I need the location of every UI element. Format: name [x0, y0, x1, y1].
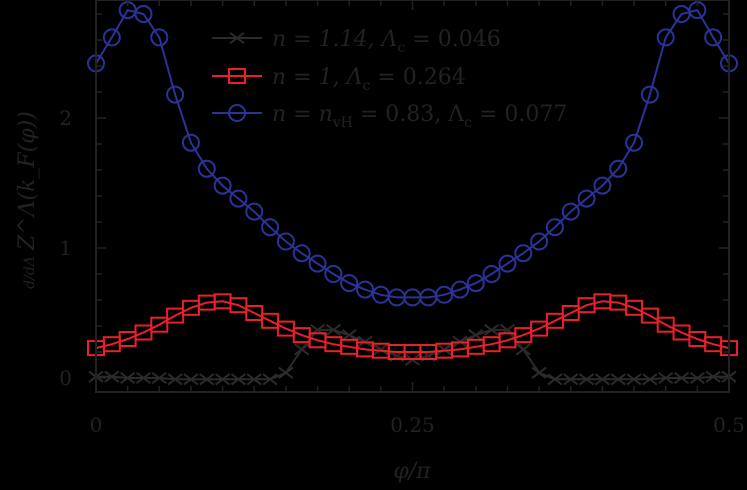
- data-point-marker: [450, 280, 469, 299]
- legend-item-n1: n = 1, Λc = 0.264: [272, 65, 466, 94]
- data-point-marker: [120, 371, 136, 385]
- series-1: [87, 293, 738, 360]
- svg-text:n = nvH = 0.83, Λc = 0.077: n = nvH = 0.83, Λc = 0.077: [272, 102, 567, 131]
- data-point-marker: [593, 176, 612, 195]
- svg-text:n = 1.14, Λc = 0.046: n = 1.14, Λc = 0.046: [272, 27, 501, 56]
- data-point-marker: [436, 343, 452, 356]
- series-2: [87, 1, 738, 307]
- data-point-marker: [689, 371, 705, 385]
- data-point-marker: [261, 218, 280, 237]
- data-point-marker: [199, 373, 215, 386]
- data-point-marker: [531, 366, 547, 379]
- data-point-marker: [563, 373, 579, 386]
- data-point-marker: [294, 343, 310, 356]
- data-point-marker: [262, 373, 278, 386]
- data-point-marker: [183, 373, 199, 386]
- data-point-marker: [150, 316, 169, 333]
- data-point-marker: [151, 371, 167, 385]
- data-point-marker: [658, 371, 674, 385]
- data-point-marker: [166, 85, 185, 104]
- x-axis-label: φ/π: [393, 459, 431, 484]
- data-point-marker: [673, 371, 690, 385]
- plot-frame: [95, 0, 730, 393]
- data-point-marker: [640, 307, 659, 324]
- data-point-marker: [341, 329, 357, 342]
- data-point-marker: [625, 133, 644, 152]
- data-point-marker: [515, 343, 531, 356]
- data-point-marker: [229, 189, 248, 208]
- data-point-marker: [578, 373, 595, 386]
- data-point-marker: [530, 232, 549, 251]
- data-point-marker: [230, 373, 247, 386]
- data-point-marker: [181, 133, 200, 152]
- data-point-marker: [134, 5, 153, 23]
- data-point-marker: [246, 373, 262, 386]
- data-point-marker: [150, 28, 169, 47]
- y-tick-label: 1: [59, 236, 72, 260]
- data-point-marker: [325, 323, 341, 336]
- series-0: [88, 323, 737, 386]
- data-point-marker: [276, 232, 295, 251]
- data-point-marker: [547, 373, 563, 386]
- data-point-marker: [340, 274, 359, 293]
- data-point-marker: [324, 265, 343, 283]
- data-point-marker: [373, 343, 389, 356]
- data-point-marker: [705, 370, 721, 383]
- data-point-marker: [609, 159, 628, 178]
- x-tick-label: 0.5: [713, 413, 745, 437]
- svg-text:n = 1, Λc = 0.264: n = 1, Λc = 0.264: [272, 65, 466, 94]
- data-point-marker: [435, 285, 454, 304]
- svg-text:d/dΛZ^Λ(k_F(φ)): d/dΛZ^Λ(k_F(φ)): [15, 111, 40, 289]
- data-point-marker: [482, 265, 501, 283]
- data-point-marker: [356, 280, 375, 299]
- data-point-marker: [704, 28, 723, 47]
- data-point-marker: [594, 373, 610, 386]
- data-point-marker: [545, 218, 564, 237]
- data-point-marker: [466, 274, 485, 293]
- data-point-marker: [640, 85, 659, 104]
- legend-item-nvh: n = nvH = 0.83, Λc = 0.077: [272, 102, 567, 131]
- legend-swatch-1: [212, 68, 262, 84]
- data-point-marker: [610, 373, 626, 386]
- data-point-marker: [656, 28, 675, 47]
- data-point-marker: [215, 373, 231, 386]
- data-point-marker: [498, 254, 517, 273]
- data-point-marker: [102, 28, 121, 47]
- data-point-marker: [213, 176, 232, 195]
- data-point-marker: [642, 373, 658, 386]
- data-point-marker: [577, 189, 596, 208]
- legend-item-n114: n = 1.14, Λc = 0.046: [272, 27, 501, 56]
- data-point-marker: [104, 370, 120, 383]
- data-point-marker: [292, 244, 311, 263]
- data-point-marker: [468, 329, 484, 342]
- data-point-marker: [484, 323, 500, 336]
- data-point-marker: [308, 254, 327, 273]
- y-axis-label: d/dΛZ^Λ(k_F(φ)): [15, 111, 40, 289]
- data-point-marker: [626, 373, 642, 386]
- data-point-marker: [135, 371, 152, 385]
- data-point-marker: [514, 244, 533, 263]
- legend-swatch-0: [212, 31, 262, 45]
- data-point-marker: [245, 202, 264, 221]
- data-point-marker: [197, 159, 216, 178]
- data-point-marker: [167, 373, 183, 386]
- y-tick-label: 0: [59, 366, 72, 390]
- data-point-marker: [278, 366, 294, 379]
- legend: n = 1.14, Λc = 0.046 n = 1, Λc = 0.264 n…: [212, 27, 567, 131]
- legend-swatch-2: [212, 104, 262, 122]
- data-point-marker: [561, 202, 580, 221]
- y-tick-label: 2: [59, 106, 72, 130]
- x-tick-label: 0: [90, 413, 103, 437]
- x-tick-label: 0.25: [390, 413, 435, 437]
